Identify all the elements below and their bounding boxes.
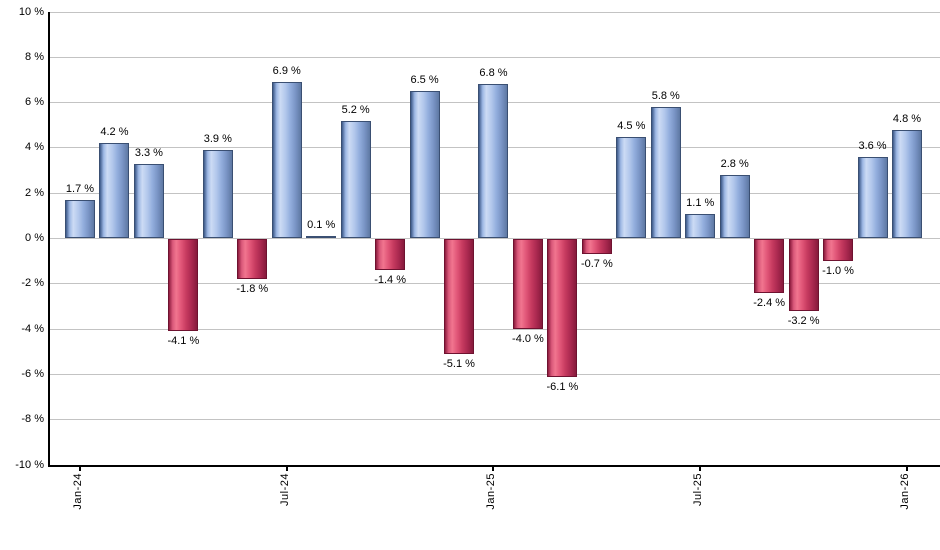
bar-value-label: -2.4 % [753, 296, 786, 309]
bar-negative [788, 238, 819, 311]
x-axis-tick [492, 466, 495, 471]
bar-value-label: 4.8 % [892, 112, 922, 125]
bar-positive [891, 129, 922, 239]
gridline [49, 283, 940, 285]
bar-positive [65, 199, 95, 239]
bar-value-label: -4.0 % [512, 333, 544, 346]
bar-value-label: -5.1 % [443, 358, 475, 370]
bar-negative [754, 238, 785, 293]
bar-negative [823, 238, 854, 262]
y-axis-tick-label: -2 % [21, 277, 44, 290]
bar-value-label: -1.8 % [236, 283, 269, 296]
bar-value-label: 5.8 % [651, 90, 680, 103]
gridline [49, 373, 940, 375]
bar-value-label: 6.9 % [272, 65, 301, 78]
bar-value-label: 6.8 % [479, 67, 508, 80]
x-axis-tick [79, 466, 81, 471]
gridline [49, 419, 940, 421]
bar-value-label: 5.2 % [341, 103, 370, 116]
x-axis-tick-label: Jan-24 [72, 473, 84, 510]
gridline [49, 11, 940, 13]
gridline [49, 56, 940, 58]
bar-value-label: -1.4 % [374, 274, 406, 287]
x-axis-tick-label: Jul-25 [692, 473, 705, 506]
x-axis-tick-label: Jan-25 [485, 473, 498, 510]
bar-positive [857, 156, 888, 239]
bar-value-label: -4.1 % [167, 335, 200, 348]
bar-negative [375, 238, 406, 271]
bar-positive [306, 236, 337, 239]
bar-positive [271, 82, 302, 239]
y-axis-tick-label: 8 % [25, 50, 44, 63]
bar-value-label: 4.2 % [100, 126, 129, 139]
bar-value-label: 2.8 % [720, 158, 749, 171]
x-axis-tick [285, 466, 288, 471]
y-axis-tick-label: 10 % [18, 5, 44, 18]
bar-negative [168, 238, 199, 332]
bar-negative [547, 238, 578, 377]
bar-value-label: 3.6 % [858, 139, 887, 152]
bar-positive [719, 175, 750, 239]
bar-value-label: -1.0 % [822, 265, 854, 278]
y-axis-tick-label: -6 % [21, 367, 44, 380]
x-axis-tick [699, 466, 702, 471]
bar-positive [340, 120, 371, 239]
y-axis-tick-label: 6 % [25, 96, 44, 109]
bar-positive [685, 213, 716, 239]
x-axis-line [48, 464, 940, 467]
bar-value-label: -0.7 % [580, 258, 613, 271]
bar-value-label: -3.2 % [787, 314, 820, 327]
bar-value-label: 3.9 % [203, 133, 232, 146]
y-axis-tick-label: 0 % [25, 232, 44, 244]
bar-positive [409, 91, 440, 239]
bar-positive [99, 143, 130, 239]
bar-value-label: 3.3 % [134, 146, 163, 159]
y-axis-tick-label: 4 % [25, 141, 44, 154]
y-axis-tick-label: -4 % [21, 322, 44, 335]
y-axis-tick-label: 2 % [25, 186, 44, 199]
gridline [49, 328, 940, 330]
y-axis-tick-label: -8 % [21, 413, 44, 426]
x-axis-tick-label: Jan-26 [898, 473, 911, 510]
bar-value-label: -6.1 % [546, 380, 579, 393]
bar-negative [581, 238, 612, 255]
bar-negative [444, 238, 475, 354]
x-axis-tick [905, 466, 908, 471]
gridline [49, 238, 940, 239]
bar-positive [478, 84, 509, 239]
bar-positive [133, 163, 164, 239]
bar-positive [202, 150, 233, 239]
bar-negative [237, 238, 268, 280]
bar-positive [616, 136, 647, 239]
bar-value-label: 6.5 % [410, 74, 439, 87]
bar-value-label: 1.7 % [65, 182, 95, 195]
x-axis-tick-label: Jul-24 [278, 473, 291, 506]
bar-value-label: 1.1 % [686, 196, 715, 209]
bar-negative [512, 238, 543, 330]
y-axis-line [48, 12, 50, 466]
bar-value-label: 4.5 % [617, 119, 646, 132]
bar-value-label: 0.1 % [307, 219, 336, 232]
y-axis-tick-label: -10 % [15, 458, 44, 471]
bar-positive [650, 107, 681, 239]
